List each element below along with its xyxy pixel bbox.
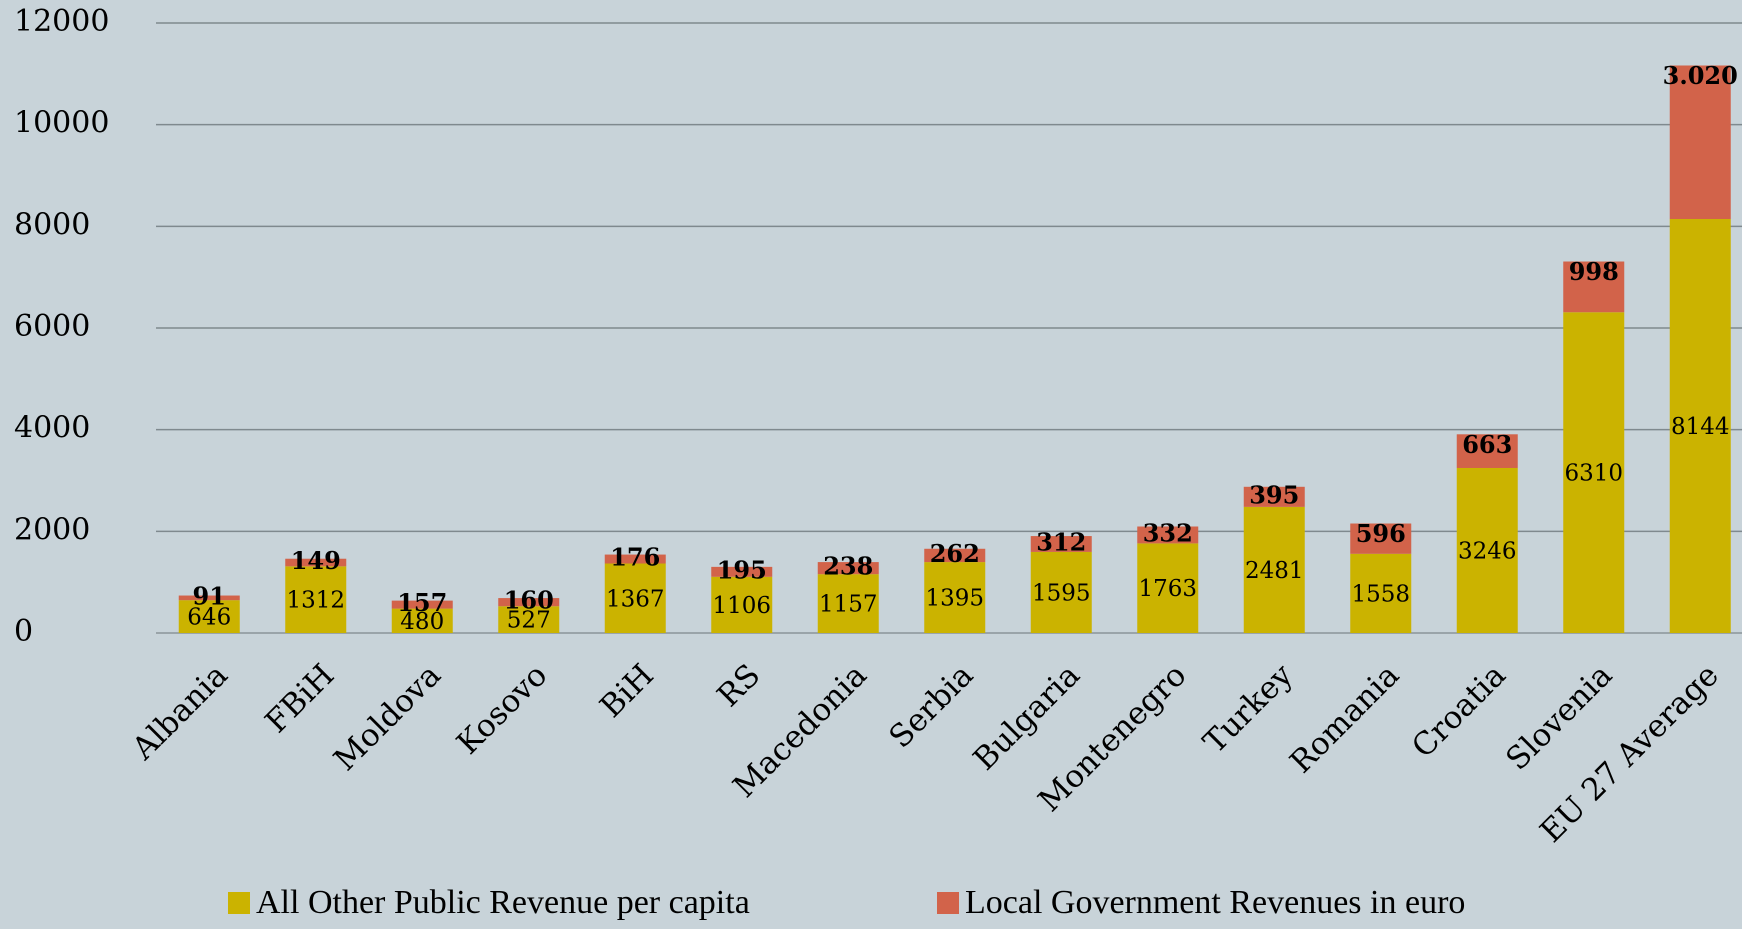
data-label: 1157 — [819, 592, 878, 618]
data-label: 596 — [1356, 519, 1406, 548]
data-label: 332 — [1143, 518, 1193, 547]
bar-segment — [178, 600, 240, 633]
y-tick-label: 2000 — [14, 512, 90, 547]
legend-label: All Other Public Revenue per capita — [256, 884, 750, 921]
bar-segment — [1563, 312, 1625, 633]
x-tick-label: Croatia — [1405, 657, 1513, 765]
legend-swatch — [228, 892, 250, 914]
data-label: 157 — [397, 588, 447, 617]
y-tick-label: 10000 — [14, 106, 109, 141]
x-tick-label: Romania — [1283, 657, 1406, 780]
legend-swatch — [937, 892, 959, 914]
data-label: 663 — [1462, 430, 1512, 459]
y-tick-label: 4000 — [14, 411, 90, 446]
data-label: 646 — [187, 605, 231, 631]
x-tick-label: BiH — [593, 657, 661, 725]
bar-segment — [285, 566, 347, 633]
x-tick-label: Albania — [125, 657, 235, 767]
x-tick-label: Turkey — [1197, 657, 1301, 761]
bar-segment — [1243, 506, 1305, 633]
y-tick-label: 6000 — [14, 309, 90, 344]
bar-segment — [498, 598, 560, 607]
data-label: 6310 — [1564, 461, 1623, 487]
x-tick-label: Kosovo — [450, 657, 554, 761]
bar-segment — [924, 562, 986, 633]
x-tick-label: Moldova — [327, 657, 448, 778]
bar-segment — [1563, 261, 1625, 313]
bar-segment — [1669, 219, 1731, 633]
data-label: 1367 — [606, 586, 665, 612]
y-tick-label: 0 — [14, 614, 33, 649]
bar-segment — [1350, 553, 1412, 633]
bar-segment — [711, 566, 773, 577]
data-label: 160 — [504, 586, 554, 615]
bar-segment — [1137, 543, 1199, 633]
bar-segment — [604, 554, 666, 564]
x-tick-label: EU 27 Average — [1533, 657, 1726, 850]
bar-segment — [604, 563, 666, 633]
bar-segment — [1456, 434, 1518, 468]
data-label: 149 — [291, 546, 341, 575]
x-tick-label: RS — [710, 657, 767, 714]
data-label: 262 — [930, 539, 980, 568]
x-tick-label: FBiH — [259, 657, 342, 740]
data-label: 2481 — [1245, 558, 1304, 584]
y-tick-label: 12000 — [14, 4, 109, 39]
bar-segment — [391, 600, 453, 609]
bar-segment — [498, 606, 560, 633]
data-label: 312 — [1036, 527, 1086, 556]
bar-segment — [391, 608, 453, 633]
data-label: 1312 — [286, 588, 345, 614]
legend-label: Local Government Revenues in euro — [965, 884, 1465, 921]
bar-segment — [285, 558, 347, 567]
data-label: 395 — [1249, 480, 1299, 509]
bar-segment — [817, 562, 879, 575]
data-label: 998 — [1569, 257, 1619, 286]
x-tick-label: Serbia — [882, 657, 980, 755]
data-label: 527 — [507, 608, 551, 634]
data-label: 1595 — [1032, 580, 1091, 606]
bar-segment — [924, 548, 986, 563]
data-label: 480 — [400, 609, 444, 635]
data-label: 1763 — [1138, 576, 1197, 602]
bar-segment — [817, 574, 879, 633]
bar-segment — [1350, 523, 1412, 554]
data-label: 238 — [823, 552, 873, 581]
data-label: 8144 — [1671, 414, 1730, 440]
data-label: 1106 — [712, 593, 771, 619]
bar-segment — [711, 576, 773, 633]
data-label: 1395 — [925, 586, 984, 612]
bar-segment — [1669, 65, 1731, 220]
data-label: 3246 — [1458, 538, 1517, 564]
bar-segment — [1456, 467, 1518, 633]
y-tick-label: 8000 — [14, 207, 90, 242]
data-label: 1558 — [1351, 581, 1410, 607]
bar-segment — [1030, 536, 1092, 552]
bar-segment — [1243, 486, 1305, 507]
data-label: 195 — [717, 555, 767, 584]
data-label: 3.020 — [1663, 61, 1738, 90]
bar-segment — [1137, 526, 1199, 544]
bar-segment — [178, 595, 240, 601]
data-label: 91 — [193, 581, 226, 610]
bar-segment — [1030, 551, 1092, 633]
data-label: 176 — [610, 543, 660, 572]
